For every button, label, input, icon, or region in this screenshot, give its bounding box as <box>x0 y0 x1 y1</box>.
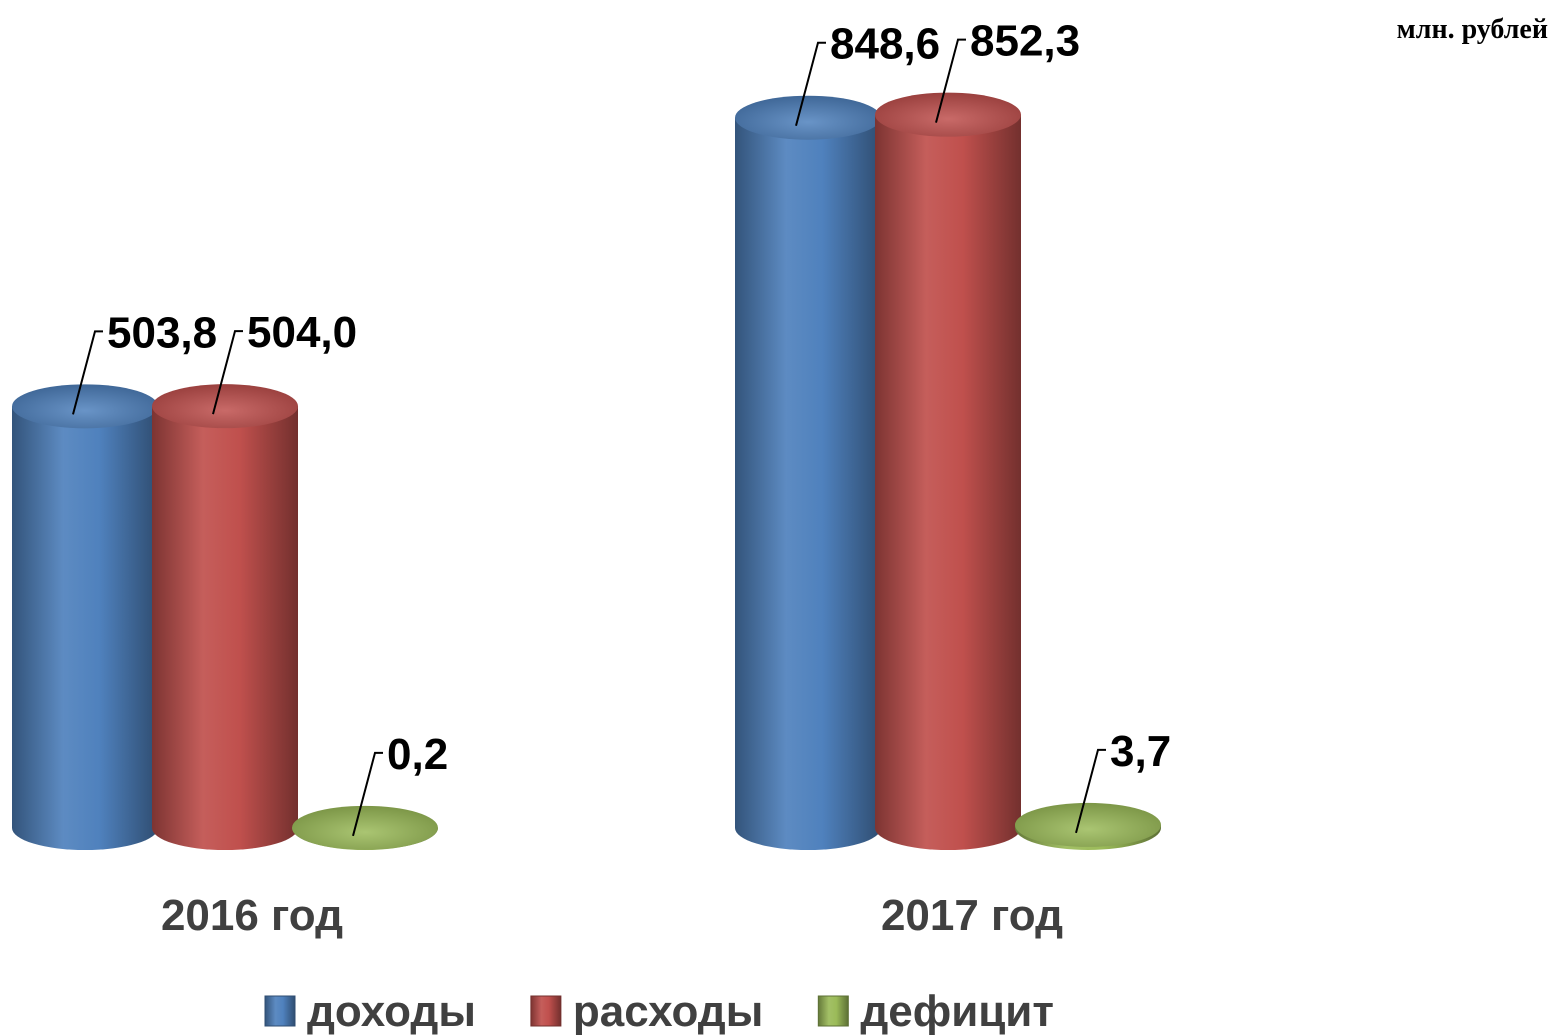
bar-top <box>12 384 158 429</box>
legend-swatch <box>264 995 296 1027</box>
cylinder <box>1015 802 1161 850</box>
value-label: 3,7 <box>1110 727 1171 776</box>
bar <box>152 406 298 850</box>
cylinder <box>152 384 298 850</box>
category-label: 2017 год <box>881 891 1063 940</box>
leader-line <box>1075 748 1106 834</box>
leader-line <box>212 330 243 415</box>
legend-swatch <box>530 995 562 1027</box>
unit-label: млн. рублей <box>1397 14 1548 45</box>
legend-label: расходы <box>573 987 763 1035</box>
bar-top <box>1015 802 1161 847</box>
bar-top <box>152 384 298 429</box>
legend-label: доходы <box>307 987 476 1035</box>
value-label: 504,0 <box>247 308 357 357</box>
cylinder <box>875 92 1021 851</box>
legend-swatch <box>817 995 849 1027</box>
bar <box>735 117 881 850</box>
bar <box>875 114 1021 851</box>
value-label: 503,8 <box>107 308 217 357</box>
bar-top <box>875 92 1021 137</box>
leader-line <box>72 330 103 415</box>
value-label: 852,3 <box>970 17 1080 66</box>
bar-top <box>292 805 438 850</box>
bar <box>12 406 158 850</box>
legend-label: дефицит <box>860 987 1054 1035</box>
value-label: 848,6 <box>830 20 940 69</box>
bar-top <box>735 95 881 140</box>
value-label: 0,2 <box>387 730 448 779</box>
cylinder <box>292 805 438 850</box>
cylinder <box>735 95 881 850</box>
category-label: 2016 год <box>161 891 343 940</box>
leader-line <box>935 38 966 123</box>
leader-line <box>795 41 826 126</box>
leader-line <box>352 751 383 837</box>
cylinder <box>12 384 158 850</box>
